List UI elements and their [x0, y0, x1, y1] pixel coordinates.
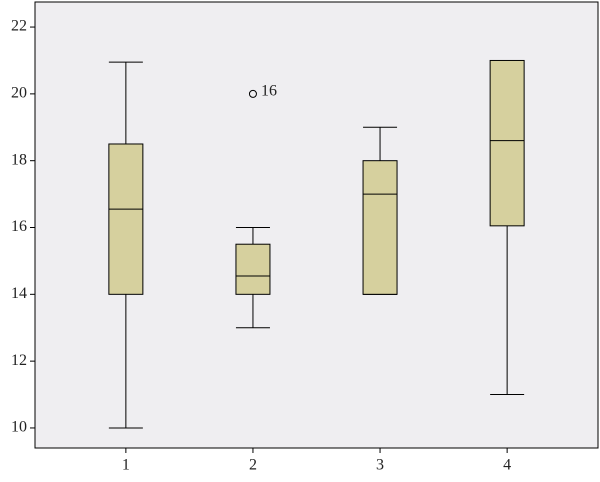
outlier	[248, 89, 257, 98]
x-tick-label: 3	[376, 457, 384, 474]
y-tick-label: 18	[11, 151, 27, 168]
box	[489, 59, 525, 227]
y-tick-label: 20	[11, 85, 27, 102]
y-tick-label: 12	[11, 352, 27, 369]
y-tick-label: 22	[11, 18, 27, 35]
box	[235, 243, 271, 295]
y-tick-label: 10	[11, 419, 27, 436]
box	[362, 160, 398, 295]
x-tick-label: 4	[503, 457, 511, 474]
y-tick-label: 16	[11, 218, 27, 235]
x-tick-label: 2	[249, 457, 257, 474]
outlier-label: 16	[261, 83, 277, 100]
x-tick-label: 1	[122, 457, 130, 474]
y-tick-label: 14	[11, 285, 27, 302]
box	[108, 143, 144, 295]
